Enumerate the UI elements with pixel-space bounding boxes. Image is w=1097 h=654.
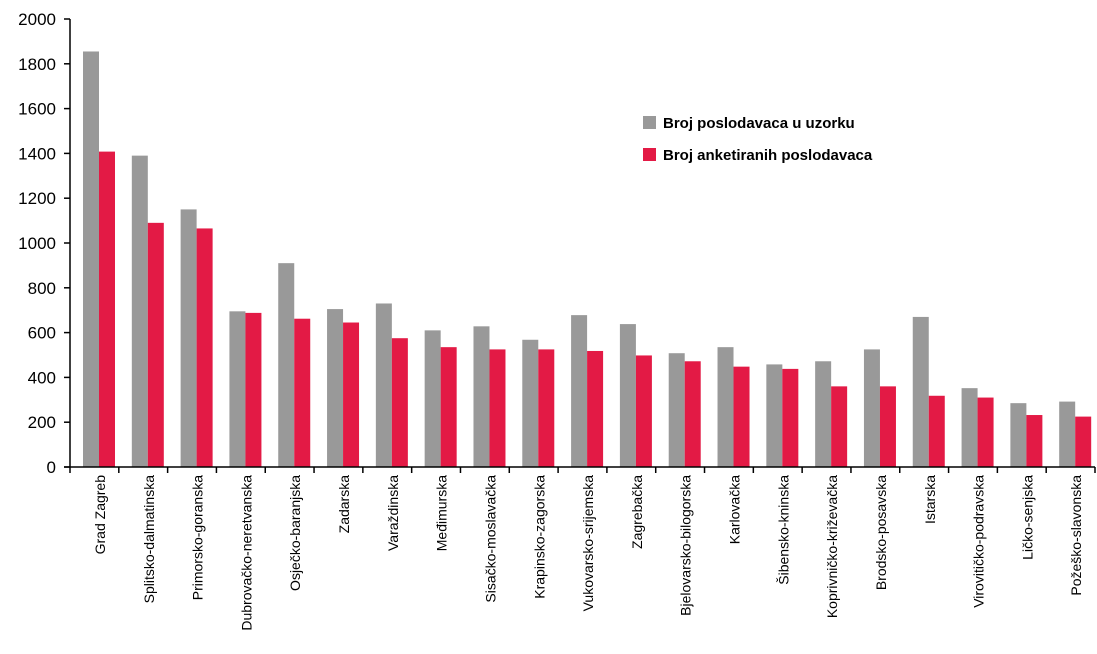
bar-surveyed-3 bbox=[245, 312, 262, 467]
x-category-label: Vukovarsko-srijemska bbox=[580, 475, 596, 612]
bar-surveyed-11 bbox=[635, 355, 652, 467]
bar-sample-12 bbox=[668, 353, 685, 467]
legend-label: Broj anketiranih poslodavaca bbox=[663, 147, 873, 164]
bar-sample-4 bbox=[278, 263, 295, 467]
bar-surveyed-15 bbox=[831, 386, 848, 467]
y-tick-label: 1600 bbox=[18, 100, 56, 119]
axes-layer bbox=[64, 18, 1096, 473]
x-category-label: Splitsko-dalmatinska bbox=[141, 475, 157, 604]
bar-sample-20 bbox=[1059, 401, 1076, 467]
bar-surveyed-16 bbox=[879, 386, 896, 467]
y-tick-label: 1200 bbox=[18, 189, 56, 208]
bar-surveyed-5 bbox=[343, 322, 360, 467]
bar-sample-16 bbox=[863, 349, 880, 467]
x-category-label: Krapinsko-zagorska bbox=[531, 475, 547, 599]
legend-swatch bbox=[643, 116, 656, 129]
y-tick-label: 600 bbox=[28, 324, 56, 343]
bar-surveyed-0 bbox=[99, 151, 115, 467]
bar-surveyed-18 bbox=[977, 397, 994, 467]
bar-surveyed-10 bbox=[587, 350, 604, 467]
x-category-label: Međimurska bbox=[434, 475, 450, 551]
y-tick-label: 400 bbox=[28, 368, 56, 387]
y-tick-label: 1400 bbox=[18, 144, 56, 163]
bar-surveyed-1 bbox=[147, 222, 164, 467]
bar-sample-1 bbox=[131, 155, 148, 467]
x-category-label: Karlovačka bbox=[727, 475, 743, 544]
bar-surveyed-17 bbox=[928, 395, 945, 467]
bar-sample-19 bbox=[1010, 403, 1027, 467]
x-category-label: Bjelovarsko-bilogorska bbox=[678, 475, 694, 616]
x-category-label: Dubrovačko-neretvanska bbox=[238, 475, 254, 631]
bar-surveyed-8 bbox=[489, 349, 506, 467]
x-category-label: Primorsko-goranska bbox=[190, 475, 206, 600]
x-category-label: Zagrebačka bbox=[629, 475, 645, 549]
y-tick-label: 0 bbox=[47, 458, 56, 477]
y-tick-label: 1800 bbox=[18, 55, 56, 74]
x-category-label: Koprivničko-križevačka bbox=[824, 475, 840, 618]
bar-surveyed-2 bbox=[196, 228, 213, 467]
bar-sample-17 bbox=[912, 316, 929, 467]
y-tick-label: 2000 bbox=[18, 10, 56, 29]
bar-sample-6 bbox=[375, 303, 392, 467]
y-tick-label: 200 bbox=[28, 413, 56, 432]
bar-surveyed-9 bbox=[538, 349, 555, 467]
bars-layer bbox=[83, 51, 1092, 467]
bar-sample-18 bbox=[961, 388, 978, 467]
bar-sample-15 bbox=[815, 361, 832, 467]
x-category-label: Varaždinska bbox=[385, 475, 401, 551]
x-category-label: Brodsko-posavska bbox=[873, 475, 889, 590]
bar-sample-9 bbox=[522, 339, 539, 467]
bar-sample-13 bbox=[717, 347, 734, 467]
x-category-label: Virovitičko-podravska bbox=[971, 475, 987, 608]
bar-surveyed-6 bbox=[391, 338, 408, 467]
bar-surveyed-4 bbox=[294, 318, 311, 467]
x-category-label: Istarska bbox=[922, 475, 938, 524]
bar-sample-8 bbox=[473, 326, 490, 467]
x-category-label: Osječko-baranjska bbox=[287, 475, 303, 591]
bar-sample-0 bbox=[83, 51, 99, 467]
legend-swatch bbox=[643, 148, 656, 161]
x-category-label: Šibensko-kninska bbox=[775, 475, 791, 585]
bar-surveyed-20 bbox=[1075, 416, 1092, 467]
bar-surveyed-14 bbox=[782, 368, 799, 467]
y-tick-label: 1000 bbox=[18, 234, 56, 253]
bar-sample-7 bbox=[424, 330, 441, 467]
bar-sample-3 bbox=[229, 311, 246, 467]
x-category-label: Požeško-slavonska bbox=[1068, 475, 1084, 596]
x-category-label: Sisačko-moslavačka bbox=[482, 475, 498, 603]
legend: Broj poslodavaca u uzorku Broj anketirani… bbox=[643, 115, 873, 164]
bar-surveyed-19 bbox=[1026, 415, 1043, 467]
x-category-labels: Grad Zagreb Splitsko-dalmatinska Primorsko… bbox=[92, 475, 1084, 631]
bar-surveyed-7 bbox=[440, 347, 457, 467]
bar-sample-2 bbox=[180, 209, 197, 467]
bar-sample-11 bbox=[619, 324, 636, 467]
y-tick-label: 800 bbox=[28, 279, 56, 298]
bar-sample-5 bbox=[327, 309, 344, 467]
bar-sample-14 bbox=[766, 364, 783, 467]
bar-sample-10 bbox=[571, 315, 588, 467]
x-category-label: Grad Zagreb bbox=[92, 475, 108, 555]
bar-surveyed-12 bbox=[684, 361, 701, 467]
y-tick-labels: 0 200 400 600 800 1000 1200 1400 1600 1800 2000 bbox=[18, 10, 56, 477]
bar-surveyed-13 bbox=[733, 366, 750, 467]
legend-label: Broj poslodavaca u uzorku bbox=[663, 115, 855, 132]
x-category-label: Ličko-senjska bbox=[1019, 475, 1035, 560]
x-category-label: Zadarska bbox=[336, 475, 352, 534]
